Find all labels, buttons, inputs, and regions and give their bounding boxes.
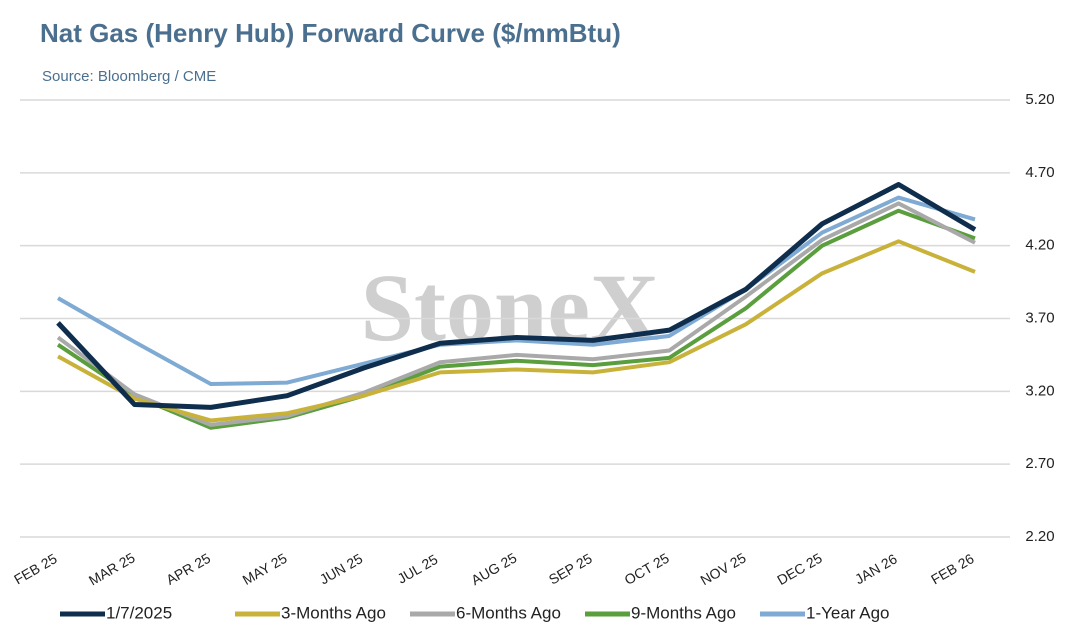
series-line [56, 201, 976, 427]
watermark: StoneX [361, 254, 660, 361]
chart-title: Nat Gas (Henry Hub) Forward Curve ($/mmB… [40, 18, 621, 48]
y-tick-label: 4.20 [1025, 237, 1054, 254]
x-tick-label: JUN 25 [317, 550, 366, 587]
y-tick-label: 5.20 [1025, 91, 1054, 108]
x-tick-label: DEC 25 [774, 550, 825, 588]
y-tick-label: 2.70 [1025, 455, 1054, 472]
series-line [57, 239, 976, 423]
y-tick-label: 3.20 [1025, 382, 1054, 399]
series-line [56, 181, 977, 410]
y-tick-label: 4.70 [1025, 164, 1054, 181]
x-tick-label: JAN 26 [852, 550, 900, 587]
x-tick-label: AUG 25 [468, 549, 519, 588]
legend-label: 9-Months Ago [631, 603, 736, 622]
x-tick-label: OCT 25 [622, 550, 672, 588]
y-tick-label: 3.70 [1025, 309, 1054, 326]
x-tick-label: NOV 25 [698, 549, 749, 588]
x-tick-label: SEP 25 [546, 550, 595, 588]
series-line [56, 208, 976, 430]
legend-label: 1-Year Ago [806, 603, 890, 622]
series-line [57, 195, 976, 387]
legend-label: 6-Months Ago [456, 603, 561, 622]
x-tick-label: FEB 26 [928, 550, 977, 587]
x-tick-label: APR 25 [163, 550, 213, 588]
x-tick-label: MAY 25 [240, 550, 290, 588]
legend-label: 3-Months Ago [281, 603, 386, 622]
legend-label: 1/7/2025 [106, 603, 172, 622]
y-tick-label: 2.20 [1025, 528, 1054, 545]
x-tick-label: FEB 25 [11, 550, 60, 587]
chart-subtitle: Source: Bloomberg / CME [42, 68, 216, 85]
x-tick-label: MAR 25 [86, 549, 138, 588]
x-tick-label: JUL 25 [394, 551, 440, 587]
